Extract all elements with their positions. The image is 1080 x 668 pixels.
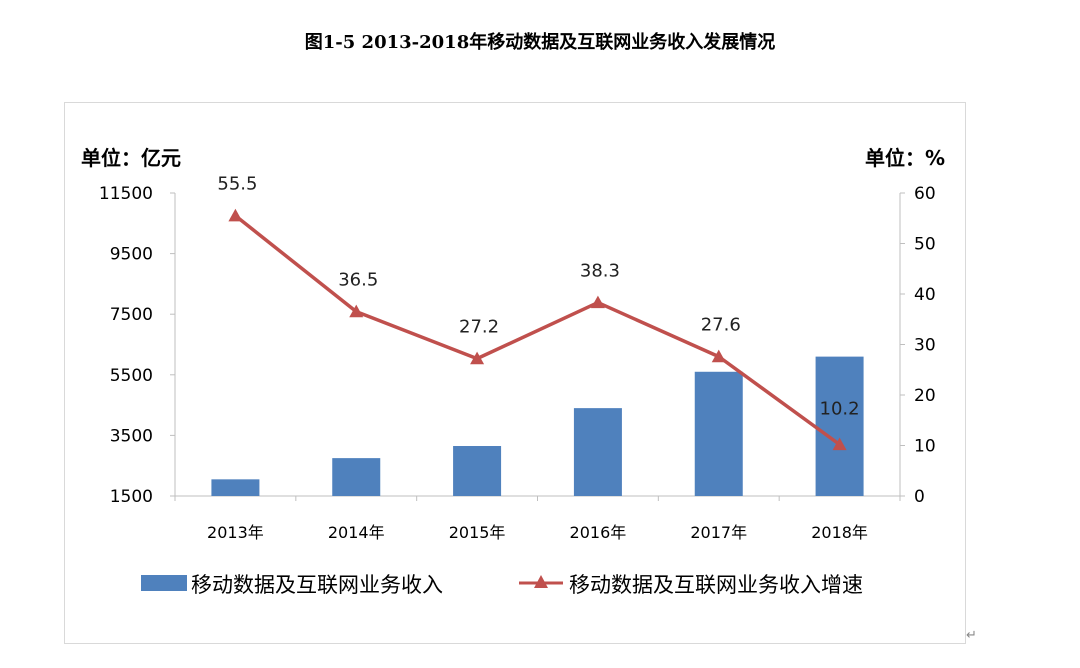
data-label: 27.2 [459, 317, 499, 338]
right-tick-label: 30 [914, 336, 936, 356]
line-series: 55.5 36.5 27.2 38.3 27.6 10.2 [217, 174, 860, 451]
bar [332, 458, 381, 496]
data-label: 27.6 [701, 315, 741, 336]
right-axis-unit-label: 单位：% [865, 146, 945, 170]
axes: 1500 3500 5500 7500 9500 11500 0 10 20 30 40 50 60 20… [99, 184, 936, 542]
left-axis-unit-label: 单位：亿元 [81, 146, 181, 170]
bar [211, 479, 260, 496]
x-tick-label: 2013年 [207, 523, 264, 542]
right-tick-label: 60 [914, 184, 936, 204]
x-tick-label: 2015年 [449, 523, 506, 542]
data-label: 38.3 [580, 261, 620, 282]
data-label: 36.5 [338, 270, 378, 291]
line-marker [711, 349, 726, 363]
legend-swatch-bar [141, 575, 187, 591]
growth-line [234, 214, 841, 446]
left-tick-label: 11500 [99, 184, 153, 204]
left-tick-label: 5500 [110, 366, 153, 386]
legend-label-bar: 移动数据及互联网业务收入 [191, 573, 443, 597]
right-tick-label: 10 [914, 437, 936, 457]
left-tick-label: 1500 [110, 487, 153, 507]
bar [573, 408, 622, 496]
data-label: 55.5 [217, 174, 257, 195]
legend-marker [534, 575, 548, 588]
left-tick-label: 9500 [110, 245, 153, 265]
data-label: 10.2 [820, 398, 860, 419]
line-marker [470, 351, 485, 365]
left-tick-label: 3500 [110, 426, 153, 446]
line-marker [349, 304, 364, 318]
x-tick-label: 2018年 [811, 523, 868, 542]
right-tick-label: 20 [914, 386, 936, 406]
left-tick-label: 7500 [110, 305, 153, 325]
legend-label-line: 移动数据及互联网业务收入增速 [569, 573, 863, 597]
chart-frame: 单位：亿元 单位：% 1500 3500 5500 7500 9500 11500 0 10 2… [64, 102, 966, 644]
right-tick-label: 40 [914, 285, 936, 305]
line-marker [832, 437, 847, 451]
line-marker [228, 208, 243, 222]
legend: 移动数据及互联网业务收入 移动数据及互联网业务收入增速 [141, 573, 863, 597]
x-tick-label: 2016年 [570, 523, 627, 542]
line-marker [590, 295, 605, 309]
bar [694, 371, 743, 496]
bar [453, 446, 502, 496]
bar [815, 356, 864, 496]
right-tick-label: 50 [914, 235, 936, 255]
x-tick-label: 2017年 [690, 523, 747, 542]
combo-chart: 单位：亿元 单位：% 1500 3500 5500 7500 9500 11500 0 10 2… [81, 146, 945, 597]
page-title: 图1-5 2013-2018年移动数据及互联网业务收入发展情况 [304, 32, 776, 53]
return-mark: ↵ [966, 628, 977, 643]
x-tick-label: 2014年 [328, 523, 385, 542]
bar-series [211, 356, 864, 496]
right-tick-label: 0 [914, 487, 925, 507]
